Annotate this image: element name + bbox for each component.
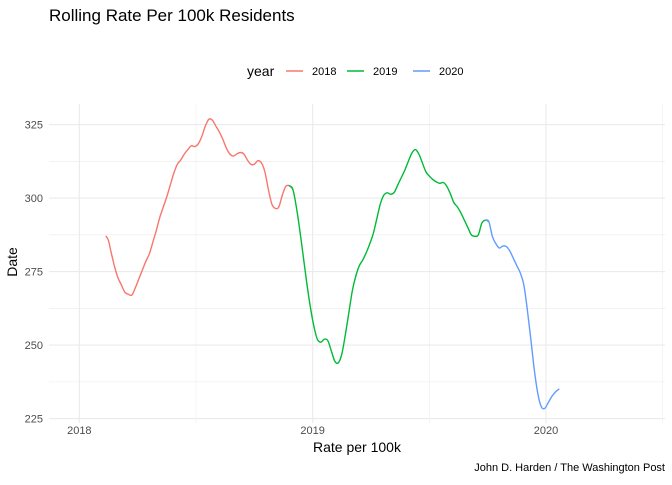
grid-major <box>49 104 665 423</box>
y-tick-label: 250 <box>25 340 43 352</box>
x-tick-label: 2019 <box>300 425 324 437</box>
series-line-2020 <box>484 219 560 410</box>
x-tick-label: 2018 <box>67 425 91 437</box>
series-line-2018 <box>105 118 294 297</box>
y-axis-label: Date <box>4 247 20 277</box>
legend-label-2019: 2019 <box>373 66 397 78</box>
chart-title: Rolling Rate Per 100k Residents <box>49 6 295 25</box>
legend: year 2018 2019 2020 <box>247 63 463 79</box>
y-tick-label: 225 <box>25 414 43 426</box>
y-tick-label: 300 <box>25 193 43 205</box>
plot-lines <box>105 118 560 410</box>
y-tick-label: 325 <box>25 120 43 132</box>
x-axis-label: Rate per 100k <box>313 439 402 455</box>
chart-caption: John D. Harden / The Washington Post <box>474 462 665 474</box>
legend-items: 2018 2019 2020 <box>286 66 463 78</box>
x-axis-tick-labels: 2018 2019 2020 <box>67 425 558 437</box>
y-tick-label: 275 <box>25 267 43 279</box>
y-axis-tick-labels: 225 250 275 300 325 <box>25 120 43 426</box>
legend-label-2018: 2018 <box>312 66 336 78</box>
x-tick-label: 2020 <box>534 425 558 437</box>
grid-minor <box>49 104 665 423</box>
legend-title: year <box>247 63 275 79</box>
series-line-2019 <box>288 148 490 365</box>
legend-label-2020: 2020 <box>439 66 463 78</box>
